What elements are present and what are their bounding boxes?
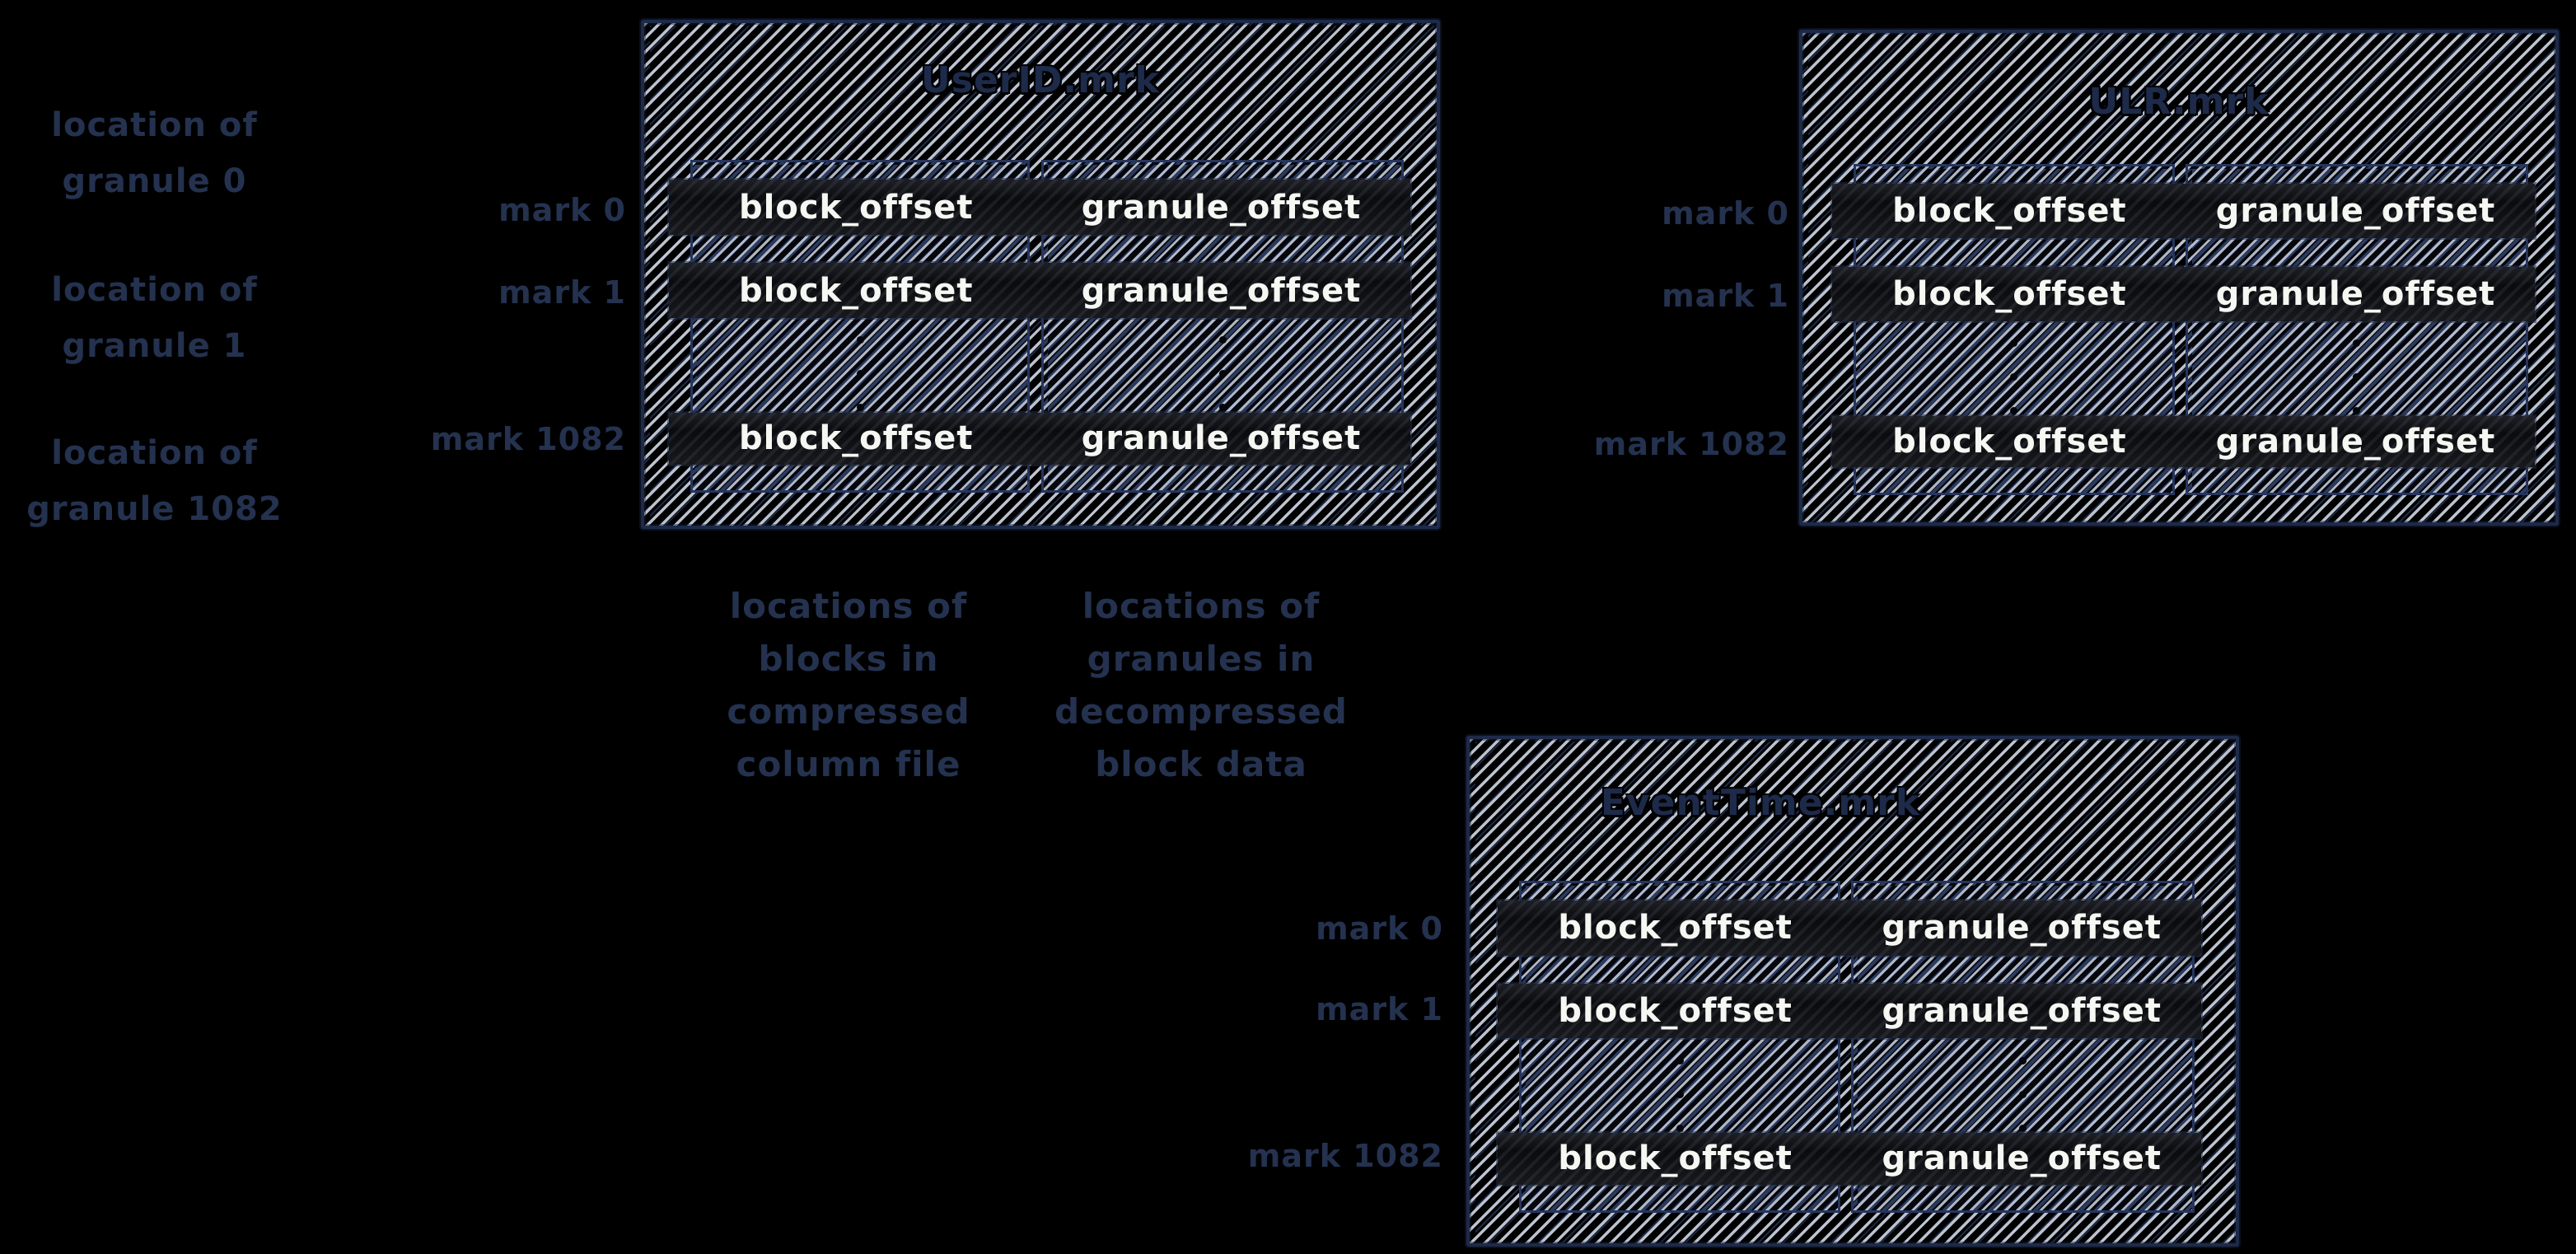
mark-label-eventtime-0: mark 0 — [1316, 910, 1443, 947]
caption-line: block data — [1095, 744, 1307, 784]
side-label-line: granule 0 — [62, 162, 247, 200]
block-offset-cell: block_offset — [739, 188, 974, 227]
mark-label-ulr-1: mark 1 — [1662, 278, 1789, 314]
caption-line: compressed — [727, 691, 970, 732]
caption-line: column file — [736, 744, 961, 784]
caption-block-offset: locations of blocks in compressed column… — [676, 580, 1022, 791]
mark-label-ulr-1082: mark 1082 — [1593, 426, 1789, 462]
block-offset-cell: block_offset — [1558, 992, 1793, 1031]
mark-label-userid-0: mark 0 — [498, 192, 626, 228]
mark-row: block_offset granule_offset — [1832, 184, 2535, 239]
block-offset-cell: block_offset — [1892, 274, 2127, 313]
block-offset-cell: block_offset — [1892, 422, 2127, 461]
side-label-granule-1082: location of granule 1082 — [4, 425, 305, 537]
caption-line: blocks in — [758, 639, 939, 679]
caption-line: locations of — [729, 586, 968, 626]
side-label-granule-1: location of granule 1 — [4, 262, 305, 374]
caption-line: granules in — [1087, 639, 1316, 679]
side-label-line: location of — [51, 106, 258, 144]
granule-offset-cell: granule_offset — [1081, 188, 1362, 227]
box-title: ULR.mrk — [2088, 81, 2270, 123]
mrk-box-userid: UserID.mrk block_offset granule_offset b… — [641, 20, 1440, 529]
box-title: UserID.mrk — [921, 59, 1160, 101]
mark-row: block_offset granule_offset — [1832, 266, 2535, 321]
granule-offset-cell: granule_offset — [1882, 909, 2162, 948]
mark-row: block_offset granule_offset — [669, 413, 1410, 465]
granule-offset-cell: granule_offset — [1882, 1139, 2162, 1178]
caption-line: locations of — [1082, 586, 1321, 626]
mark-row: block_offset granule_offset — [1498, 1133, 2201, 1185]
mark-table: block_offset granule_offset block_offset… — [669, 160, 1410, 493]
granule-offset-cell: granule_offset — [1882, 992, 2162, 1031]
block-offset-cell: block_offset — [1892, 192, 2127, 231]
mark-row: block_offset granule_offset — [1498, 983, 2201, 1039]
mark-table: block_offset granule_offset block_offset… — [1832, 164, 2535, 495]
mark-row: block_offset granule_offset — [669, 180, 1410, 235]
block-offset-cell: block_offset — [739, 419, 974, 458]
caption-granule-offset: locations of granules in decompressed bl… — [1028, 580, 1374, 791]
mark-row: block_offset granule_offset — [1498, 901, 2201, 956]
mark-label-userid-1: mark 1 — [498, 274, 626, 311]
granule-offset-cell: granule_offset — [2215, 274, 2496, 313]
mark-label-eventtime-1082: mark 1082 — [1247, 1138, 1443, 1174]
mrk-box-eventtime: EventTime.mrk block_offset granule_offse… — [1466, 736, 2239, 1247]
mrk-box-ulr: ULR.mrk block_offset granule_offset bloc… — [1799, 30, 2559, 526]
caption-line: decompressed — [1054, 691, 1348, 732]
granule-offset-cell: granule_offset — [1081, 271, 1362, 310]
box-title: EventTime.mrk — [1600, 782, 1921, 824]
granule-offset-cell: granule_offset — [2215, 422, 2496, 461]
mark-row: block_offset granule_offset — [669, 263, 1410, 318]
block-offset-cell: block_offset — [739, 271, 974, 310]
mark-label-userid-1082: mark 1082 — [430, 421, 626, 457]
mark-row: block_offset granule_offset — [1832, 415, 2535, 467]
mark-label-eventtime-1: mark 1 — [1316, 991, 1443, 1027]
side-label-line: location of — [51, 271, 258, 309]
granule-offset-cell: granule_offset — [2215, 192, 2496, 231]
mark-label-ulr-0: mark 0 — [1662, 195, 1789, 232]
granule-offset-cell: granule_offset — [1081, 419, 1362, 458]
mark-table: block_offset granule_offset block_offset… — [1498, 881, 2201, 1213]
side-label-line: granule 1082 — [26, 490, 283, 528]
side-label-line: granule 1 — [62, 327, 247, 365]
side-label-granule-0: location of granule 0 — [4, 97, 305, 209]
block-offset-cell: block_offset — [1558, 909, 1793, 948]
side-label-line: location of — [51, 434, 258, 472]
block-offset-cell: block_offset — [1558, 1139, 1793, 1178]
